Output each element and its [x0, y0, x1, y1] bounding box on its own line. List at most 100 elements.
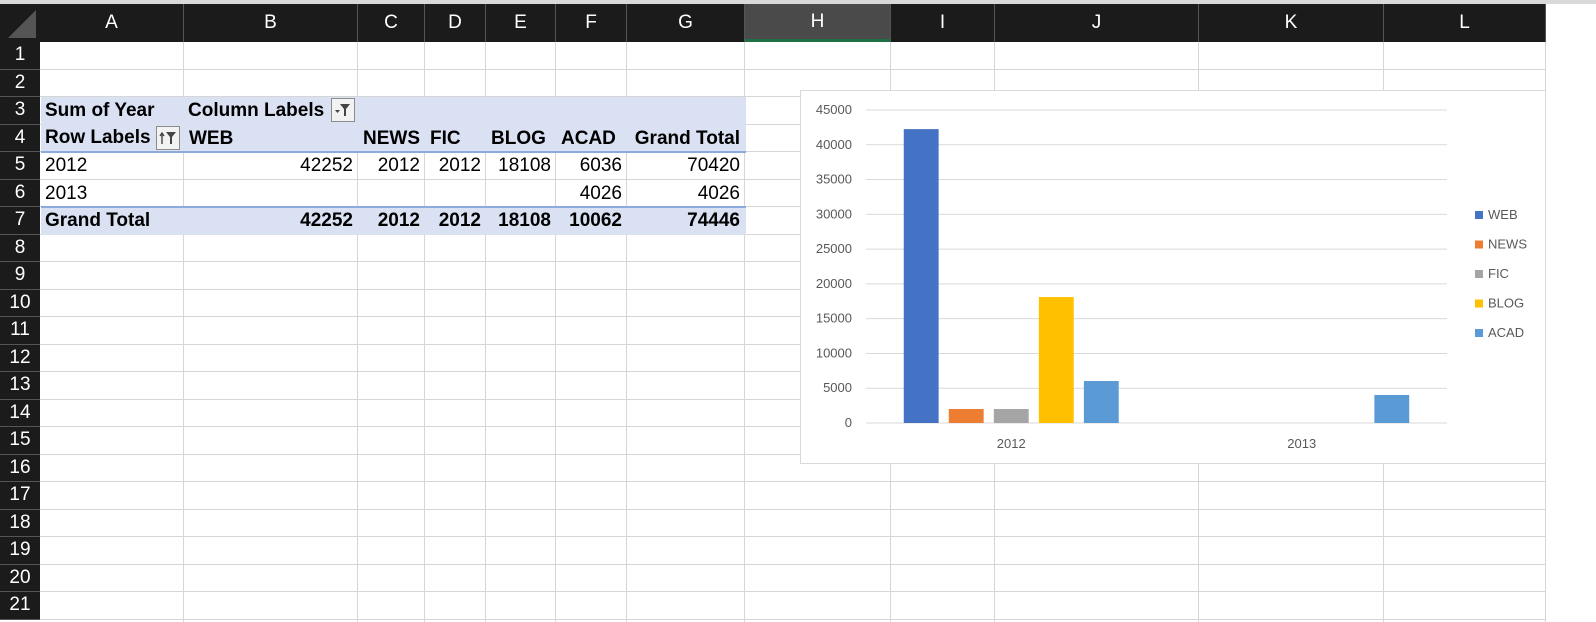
pivot-row-label[interactable]: 2012 [45, 155, 88, 176]
row-header-20[interactable]: 20 [0, 564, 40, 592]
pivot-header-rule [41, 151, 746, 153]
pivot-value-cell[interactable]: 2012 [438, 155, 481, 176]
legend-swatch-fic [1475, 270, 1483, 278]
column-header-j[interactable]: J [995, 4, 1199, 42]
grid-hline [40, 68, 1546, 70]
bar-web-2012 [903, 129, 939, 423]
pivot-grand-total-cell[interactable]: 74446 [687, 210, 740, 231]
grid-vline [485, 42, 486, 622]
pivot-grand-total-cell[interactable]: 2012 [377, 210, 420, 231]
column-header-i[interactable]: I [891, 4, 995, 42]
row-header-21[interactable]: 21 [0, 592, 40, 620]
grid-hline [40, 261, 1546, 262]
bar-chart[interactable]: 0 5000 10000 15000 20000 25000 30000 35000 40000… [800, 90, 1546, 464]
column-header-k[interactable]: K [1199, 4, 1384, 42]
pivot-grand-total-cell[interactable]: 18108 [498, 210, 551, 231]
legend-label-acad: ACAD [1488, 325, 1524, 340]
pivot-row-label[interactable]: 2013 [45, 182, 88, 204]
row-header-18[interactable]: 18 [0, 509, 40, 537]
row-header-10[interactable]: 10 [0, 289, 40, 317]
bar-fic-2012 [993, 409, 1029, 423]
pivot-row-labels[interactable]: Row Labels [45, 127, 151, 148]
pivot-grand-total-cell[interactable]: 42252 [300, 210, 353, 231]
row-header-6[interactable]: 6 [0, 179, 40, 207]
pivot-value-cell[interactable]: 70420 [687, 155, 740, 176]
row-header-1[interactable]: 1 [0, 42, 40, 70]
pivot-value-cell[interactable]: 2012 [377, 155, 420, 176]
row-header-9[interactable]: 9 [0, 262, 40, 290]
grid-hline [40, 398, 1546, 400]
row-header-19[interactable]: 19 [0, 537, 40, 565]
grid-hline [40, 591, 1546, 592]
legend-label-news: NEWS [1488, 237, 1527, 252]
column-header-h[interactable]: H [745, 4, 891, 42]
grid-hline [40, 563, 1546, 565]
pivot-value-cell[interactable] [425, 180, 486, 207]
grid-hline [40, 453, 1546, 455]
pivot-value-cell[interactable]: 18108 [498, 155, 551, 176]
grid-hline [40, 618, 1546, 620]
row-header-13[interactable]: 13 [0, 372, 40, 400]
grid-hline [40, 96, 1546, 97]
grid-vline [555, 42, 556, 622]
grid-hline [40, 151, 1546, 152]
grid-hline [40, 288, 1546, 290]
column-header-e[interactable]: E [486, 4, 556, 42]
pivot-value-cell[interactable]: 42252 [300, 155, 353, 176]
grid-hline [40, 178, 1546, 180]
row-header-8[interactable]: 8 [0, 234, 40, 262]
pivot-header-blog[interactable]: BLOG [491, 127, 546, 149]
row-header-11[interactable]: 11 [0, 317, 40, 345]
column-filter-button[interactable] [331, 98, 355, 122]
filter-icon [335, 104, 350, 116]
pivot-header-news[interactable]: NEWS [363, 127, 420, 149]
grid-vline [357, 42, 358, 622]
pivot-value-cell[interactable]: 4026 [579, 182, 622, 204]
pivot-total-band [41, 207, 746, 235]
grid-hline [40, 371, 1546, 372]
pivot-value-cell[interactable]: 6036 [579, 155, 622, 176]
column-header-c[interactable]: C [358, 4, 425, 42]
row-header-15[interactable]: 15 [0, 427, 40, 455]
pivot-header-fic[interactable]: FIC [430, 127, 461, 149]
row-filter-button[interactable] [156, 126, 180, 150]
column-header-g[interactable]: G [627, 4, 745, 42]
row-header-3[interactable]: 3 [0, 97, 40, 125]
column-header-a[interactable]: A [40, 4, 184, 42]
y-tick-label: 10000 [816, 345, 852, 360]
row-header-12[interactable]: 12 [0, 344, 40, 372]
bar-acad-2012 [1083, 381, 1119, 423]
grid-vline [626, 42, 627, 622]
pivot-grand-total-label[interactable]: Grand Total [45, 210, 151, 231]
pivot-header-web[interactable]: WEB [189, 127, 234, 149]
row-header-17[interactable]: 17 [0, 482, 40, 510]
row-header-14[interactable]: 14 [0, 399, 40, 427]
row-header-2[interactable]: 2 [0, 69, 40, 97]
grid-hline [40, 316, 1546, 317]
pivot-value-cell[interactable] [184, 180, 358, 207]
x-tick-label: 2012 [997, 436, 1026, 451]
row-header-5[interactable]: 5 [0, 152, 40, 180]
top-strip [0, 0, 1596, 4]
select-all-corner[interactable] [0, 4, 40, 42]
pivot-grand-total-cell[interactable]: 10062 [569, 210, 622, 231]
pivot-value-cell[interactable]: 4026 [697, 182, 740, 204]
row-header-16[interactable]: 16 [0, 454, 40, 482]
column-header-f[interactable]: F [556, 4, 627, 42]
pivot-corner-label[interactable]: Sum of Year [45, 100, 155, 121]
grid-vline [424, 42, 425, 622]
pivot-value-cell[interactable] [486, 180, 556, 207]
column-header-b[interactable]: B [184, 4, 358, 42]
pivot-value-cell[interactable] [358, 180, 425, 207]
grid-hline [40, 536, 1546, 537]
pivot-column-labels[interactable]: Column Labels [188, 100, 325, 121]
column-header-l[interactable]: L [1384, 4, 1546, 42]
pivot-header-grand-total[interactable]: Grand Total [634, 127, 740, 149]
y-tick-label: 0 [845, 415, 852, 430]
row-header-7[interactable]: 7 [0, 207, 40, 235]
pivot-grand-total-cell[interactable]: 2012 [438, 210, 481, 231]
column-header-d[interactable]: D [425, 4, 486, 42]
bar-acad-2013 [1374, 394, 1410, 423]
pivot-header-acad[interactable]: ACAD [561, 127, 616, 149]
row-header-4[interactable]: 4 [0, 124, 40, 152]
